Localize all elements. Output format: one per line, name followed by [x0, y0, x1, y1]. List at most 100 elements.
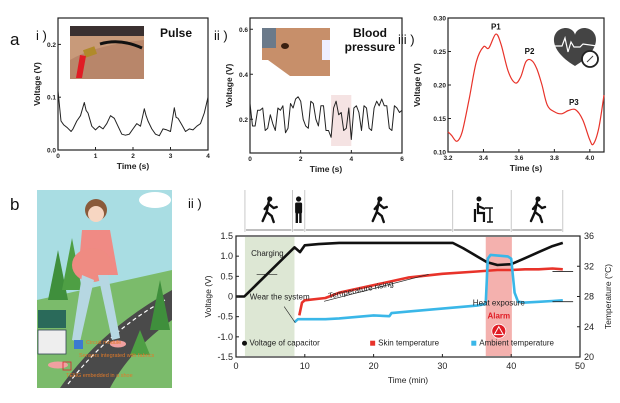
x-tick-label: 0: [248, 156, 252, 163]
x-tick-label: 2: [299, 156, 303, 163]
sublabel-a-iii: iii ): [398, 32, 415, 47]
body: [371, 200, 388, 224]
body: [529, 200, 547, 224]
heart-monitor-icon: [553, 28, 599, 68]
y-right-tick-label: 20: [584, 352, 594, 362]
illustration-label-teng: TENG embedded in a shoe: [66, 373, 133, 379]
peak-label-p2: P2: [525, 47, 535, 56]
panel-label-b: b: [10, 195, 19, 214]
x-tick-label: 4: [206, 153, 210, 160]
peak-label-p1: P1: [491, 22, 501, 31]
body: [473, 203, 486, 222]
body: [261, 200, 278, 224]
y-tick-label: -1.5: [217, 352, 233, 362]
walking-icon: [371, 196, 388, 224]
chart-system-monitoring: 0 10 20 30 40 50 -1.5 -1.0 -0.5 0 0.5 1.0 1.5 20 24 28 3…: [203, 190, 613, 385]
annotation-charging: Charging: [251, 249, 283, 258]
x-tick-label: 1: [94, 153, 98, 160]
x-tick-label: 6: [400, 156, 404, 163]
y-right-tick-label: 32: [584, 261, 594, 271]
legend-label: Ambient temperature: [479, 339, 554, 348]
x-axis-label: Time (s): [310, 164, 343, 174]
sitting-icon: [473, 196, 493, 223]
x-tick-label: 30: [437, 361, 447, 371]
table: [484, 207, 493, 223]
x-tick-label: 3.2: [443, 155, 452, 162]
y-tick-label: 0.6: [239, 27, 248, 34]
x-axis-label: Time (s): [117, 161, 150, 171]
y-tick-label: 0.0: [47, 148, 56, 155]
walking-icon: [261, 196, 278, 224]
y-tick-label: 0: [228, 292, 233, 302]
pulse-wave-series-line: [447, 33, 605, 146]
leg: [299, 213, 302, 223]
annotation-heat-exposure: Heat exposure: [473, 298, 526, 307]
legend-marker-ambient: [471, 340, 477, 346]
y-tick-label: 0.2: [239, 117, 248, 124]
torso: [295, 202, 303, 214]
head: [535, 196, 541, 202]
x-tick-label: 0: [56, 153, 60, 160]
head: [296, 196, 302, 202]
series-voltage-of-capacitor: [236, 241, 564, 298]
x-tick-label: 3.4: [479, 155, 488, 162]
chart-pulse-wave-detail: 3.2 3.4 3.6 3.8 4.0 0.10 0.15 0.20 0.25 0.30 Time …: [412, 16, 605, 173]
y-axis-label: Voltage (V): [203, 275, 213, 317]
y-tick-label: 0.25: [433, 49, 446, 56]
chart-title: Pulse: [160, 26, 192, 40]
panel-label-a: a: [10, 30, 20, 49]
x-tick-label: 4: [350, 156, 354, 163]
x-tick-label: 50: [575, 361, 585, 371]
legend-marker-voltage: [242, 340, 248, 346]
highlight-region: [331, 95, 352, 146]
y-axis-label: Voltage (V): [224, 63, 234, 107]
y-tick-label: 0.30: [433, 16, 446, 23]
chart-blood-pressure: 0 2 4 6 0.2 0.4 0.6 Time (s) Voltage (V) Bloodpre…: [224, 17, 404, 174]
y-tick-label: 0.10: [433, 150, 446, 157]
chart-title-line2: pressure: [345, 40, 396, 54]
standing-icon: [295, 196, 303, 223]
y-axis-label: Voltage (V): [32, 62, 42, 106]
y-right-tick-label: 36: [584, 231, 594, 241]
y-tick-label: 0.1: [47, 95, 56, 102]
x-axis-label: Time (min): [388, 375, 428, 385]
x-tick-label: 3.6: [514, 155, 523, 162]
blood-pressure-series-line: [249, 96, 403, 140]
neck-photo-inset: [262, 28, 330, 76]
x-axis-label: Time (s): [510, 163, 543, 173]
annotation-temperature-rising: Temperature rising: [328, 279, 395, 300]
warning-triangle-icon: [493, 325, 505, 336]
walking-icon: [529, 196, 547, 224]
chart-title-line1: Blood: [353, 26, 387, 40]
y-tick-label: -1.0: [217, 332, 233, 342]
series-skin-temperature: [298, 267, 563, 316]
pregnant-woman-illustration: [37, 190, 172, 388]
annotation-wear-the-system: Wear the system: [250, 293, 310, 302]
illustration-label-circuit-module: Circuit module: [86, 340, 121, 346]
y-tick-label: 0.5: [220, 271, 233, 281]
y-tick-label: 1.0: [220, 251, 233, 261]
x-tick-label: 3.8: [550, 155, 559, 162]
y-tick-label: 0.2: [47, 42, 56, 49]
y-right-tick-label: 28: [584, 292, 594, 302]
wrist-photo-inset: [70, 26, 144, 79]
sublabel-b-ii: ii ): [188, 196, 202, 211]
leg: [295, 213, 299, 223]
x-tick-label: 2: [131, 153, 135, 160]
y-tick-label: 0.4: [239, 72, 248, 79]
legend-marker-skin: [370, 340, 376, 346]
y-tick-label: 1.5: [220, 231, 233, 241]
y-right-tick-label: 24: [584, 322, 594, 332]
annotation-alarm: Alarm: [487, 312, 510, 321]
legend-label: Voltage of capacitor: [250, 339, 321, 348]
y-right-axis-label: Temperature (°C): [603, 264, 613, 329]
sublabel-a-i: i ): [36, 28, 47, 43]
x-tick-label: 0: [233, 361, 238, 371]
x-tick-label: 3: [169, 153, 173, 160]
head: [267, 196, 273, 202]
x-tick-label: 10: [300, 361, 310, 371]
x-tick-label: 4.0: [585, 155, 594, 162]
peak-label-p3: P3: [569, 98, 579, 107]
head: [377, 196, 383, 202]
